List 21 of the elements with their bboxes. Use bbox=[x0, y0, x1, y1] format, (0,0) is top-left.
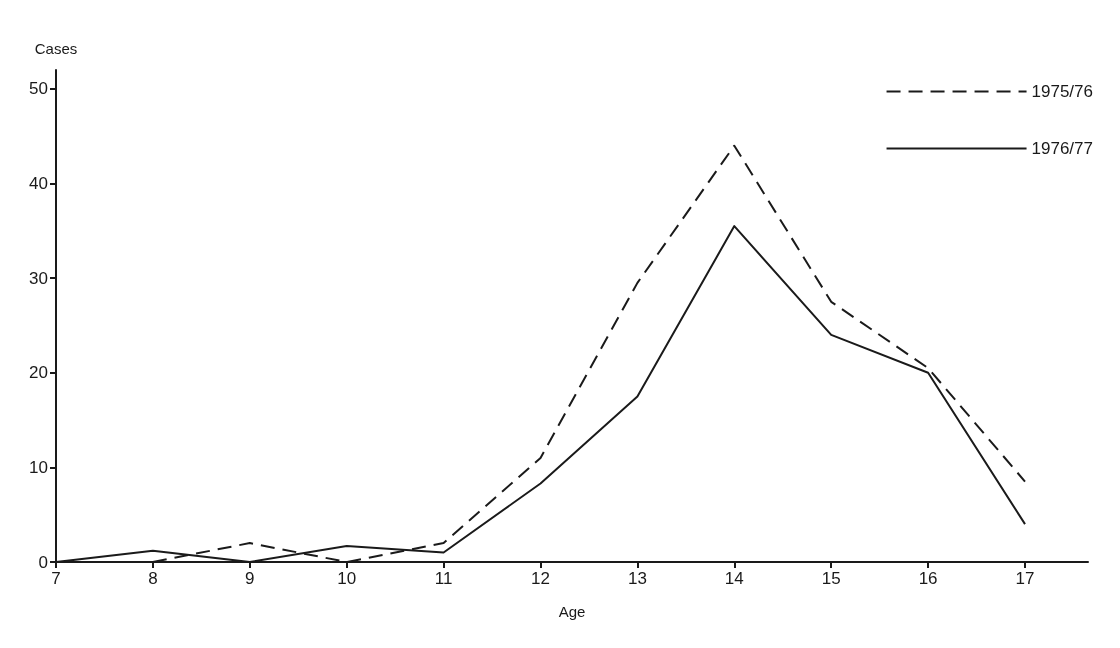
y-tick-label: 20 bbox=[29, 363, 48, 383]
y-tick-label: 40 bbox=[29, 174, 48, 194]
x-tick-label: 11 bbox=[434, 569, 453, 588]
x-tick-label: 13 bbox=[627, 569, 647, 588]
x-tick-label: 7 bbox=[51, 569, 61, 588]
y-tick-label: 50 bbox=[29, 79, 48, 99]
y-tick-label: 10 bbox=[29, 457, 48, 477]
x-axis-title: Age bbox=[558, 603, 586, 620]
y-tick-label: 0 bbox=[38, 552, 48, 572]
text: 1975/76 bbox=[1031, 82, 1093, 101]
y-tick-label: 30 bbox=[29, 268, 48, 288]
x-tick-label: 12 bbox=[531, 569, 550, 588]
x-tick-label: 9 bbox=[245, 569, 255, 588]
text: 1976/77 bbox=[1031, 139, 1093, 158]
x-tick-label: 10 bbox=[337, 569, 357, 588]
x-tick-label: 14 bbox=[724, 569, 744, 588]
x-tick-label: 16 bbox=[918, 569, 938, 588]
x-tick-label: 8 bbox=[148, 569, 158, 588]
x-tick-label: 17 bbox=[1015, 569, 1035, 588]
x-tick-label: 15 bbox=[821, 569, 841, 588]
y-axis-title: Cases bbox=[34, 40, 78, 57]
